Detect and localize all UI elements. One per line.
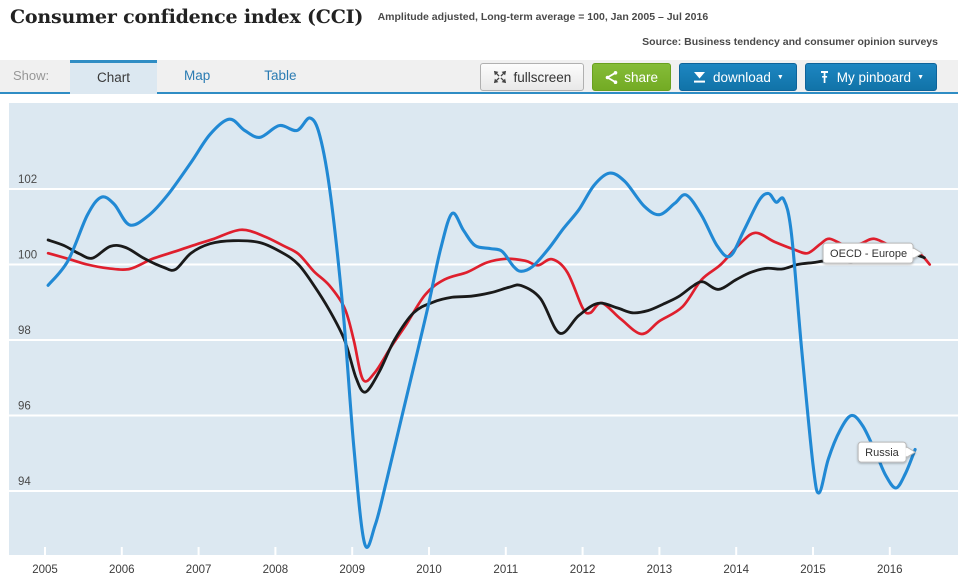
x-tick-label-2012: 2012 — [570, 564, 596, 576]
download-label: download — [713, 69, 771, 85]
series-line-unlabeled[interactable] — [46, 228, 932, 383]
y-tick-label-96: 96 — [18, 401, 31, 413]
y-tick-label-100: 100 — [18, 250, 37, 262]
svg-text:OECD - Europe: OECD - Europe — [830, 248, 907, 260]
page-subtitle: Amplitude adjusted, Long-term average = … — [377, 11, 709, 23]
source-line: Source: Business tendency and consumer o… — [642, 36, 938, 48]
header: Consumer confidence index (CCI) Amplitud… — [10, 6, 708, 28]
series-line-oecd_europe[interactable] — [46, 238, 926, 394]
annotation-russia[interactable]: Russia — [857, 441, 917, 463]
annotation-oecd-europe[interactable]: OECD - Europe — [822, 242, 924, 264]
x-tick-label-2006: 2006 — [109, 564, 135, 576]
x-tick-label-2015: 2015 — [800, 564, 826, 576]
series-line-russia[interactable] — [46, 116, 917, 549]
download-caret-icon: ▼ — [776, 73, 784, 81]
y-tick-label-102: 102 — [18, 174, 37, 186]
download-button[interactable]: download ▼ — [679, 63, 797, 91]
share-label: share — [624, 69, 659, 85]
toolbar-buttons: fullscreen share — [480, 63, 937, 91]
cci-line-chart: 94 96 98 100 102 2005 2006 2007 2008 2009 2010 2011… — [9, 103, 958, 576]
tab-chart-label: Chart — [97, 70, 131, 85]
show-label: Show: — [13, 68, 50, 83]
toolbar: Show: Chart Map Table — [0, 60, 958, 94]
tab-map[interactable]: Map — [157, 60, 237, 92]
x-tick-label-2014: 2014 — [723, 564, 749, 576]
x-tick-label-2007: 2007 — [186, 564, 212, 576]
y-tick-label-98: 98 — [18, 325, 31, 337]
x-tick-label-2016: 2016 — [877, 564, 903, 576]
tab-map-label: Map — [184, 68, 211, 83]
x-tick-label-2009: 2009 — [339, 564, 365, 576]
my-pinboard-button[interactable]: My pinboard ▼ — [804, 63, 937, 91]
pin-icon — [818, 70, 831, 85]
page-title: Consumer confidence index (CCI) — [10, 6, 364, 28]
x-tick-label-2011: 2011 — [493, 564, 518, 576]
my-pinboard-label: My pinboard — [836, 69, 912, 85]
y-tick-label-94: 94 — [18, 476, 31, 488]
share-button[interactable]: share — [592, 63, 672, 91]
pinboard-caret-icon: ▼ — [917, 73, 924, 81]
tab-bar: Chart Map Table — [70, 60, 324, 94]
x-tick-label-2005: 2005 — [32, 564, 58, 576]
download-icon — [692, 71, 707, 84]
tab-table[interactable]: Table — [237, 60, 323, 92]
fullscreen-icon — [493, 70, 507, 84]
tab-table-label: Table — [264, 68, 297, 83]
x-tick-label-2008: 2008 — [263, 564, 289, 576]
fullscreen-label: fullscreen — [513, 69, 572, 85]
share-icon — [605, 70, 618, 84]
x-tick-label-2013: 2013 — [647, 564, 673, 576]
fullscreen-button[interactable]: fullscreen — [480, 63, 585, 91]
svg-text:Russia: Russia — [865, 447, 900, 459]
chart-area: 94 96 98 100 102 2005 2006 2007 2008 2009 2010 2011… — [0, 103, 958, 585]
x-tick-label-2010: 2010 — [416, 564, 442, 576]
tab-chart[interactable]: Chart — [70, 60, 158, 94]
